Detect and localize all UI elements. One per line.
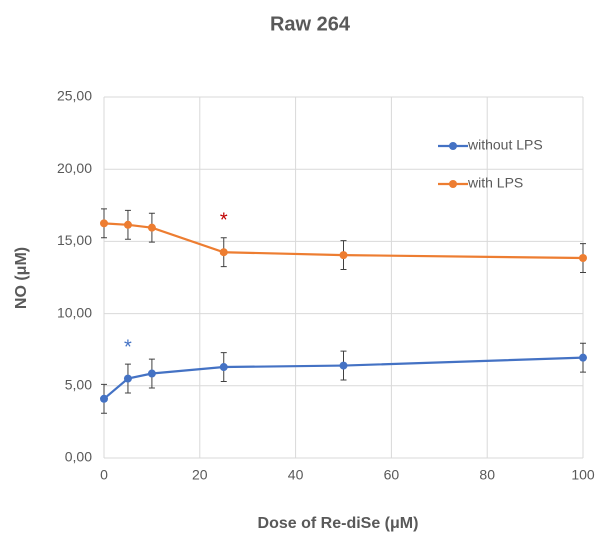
y-tick-label: 0,00 xyxy=(65,449,92,465)
data-point xyxy=(579,353,587,362)
chart-title: Raw 264 xyxy=(270,13,351,35)
legend-label: with LPS xyxy=(467,175,523,191)
y-tick-label: 5,00 xyxy=(65,377,92,393)
legend-marker xyxy=(449,180,457,188)
data-point xyxy=(579,254,587,263)
data-point xyxy=(100,219,108,228)
x-tick-label: 40 xyxy=(288,467,304,483)
data-point xyxy=(219,363,228,372)
data-point xyxy=(339,361,348,370)
x-tick-label: 0 xyxy=(100,467,108,483)
y-tick-label: 20,00 xyxy=(57,160,92,176)
legend-label: without LPS xyxy=(467,137,543,153)
y-tick-label: 10,00 xyxy=(57,304,92,320)
data-point xyxy=(339,251,348,260)
data-point xyxy=(123,220,132,229)
series-line xyxy=(103,356,584,400)
data-point xyxy=(147,369,156,378)
data-point xyxy=(123,374,132,383)
y-axis-label: NO (μM) xyxy=(13,247,30,309)
x-tick-label: 100 xyxy=(571,467,595,483)
x-tick-label: 20 xyxy=(192,467,208,483)
annotation: * xyxy=(124,337,132,359)
x-tick-label: 80 xyxy=(479,467,495,483)
x-tick-label: 60 xyxy=(384,467,400,483)
data-point xyxy=(219,248,228,257)
data-point xyxy=(147,223,156,232)
y-tick-label: 25,00 xyxy=(57,88,92,104)
legend-marker xyxy=(449,142,457,150)
x-axis-label: Dose of Re-diSe (μM) xyxy=(258,515,419,532)
data-point xyxy=(100,394,108,403)
y-tick-label: 15,00 xyxy=(57,232,92,248)
annotation: * xyxy=(220,209,228,231)
